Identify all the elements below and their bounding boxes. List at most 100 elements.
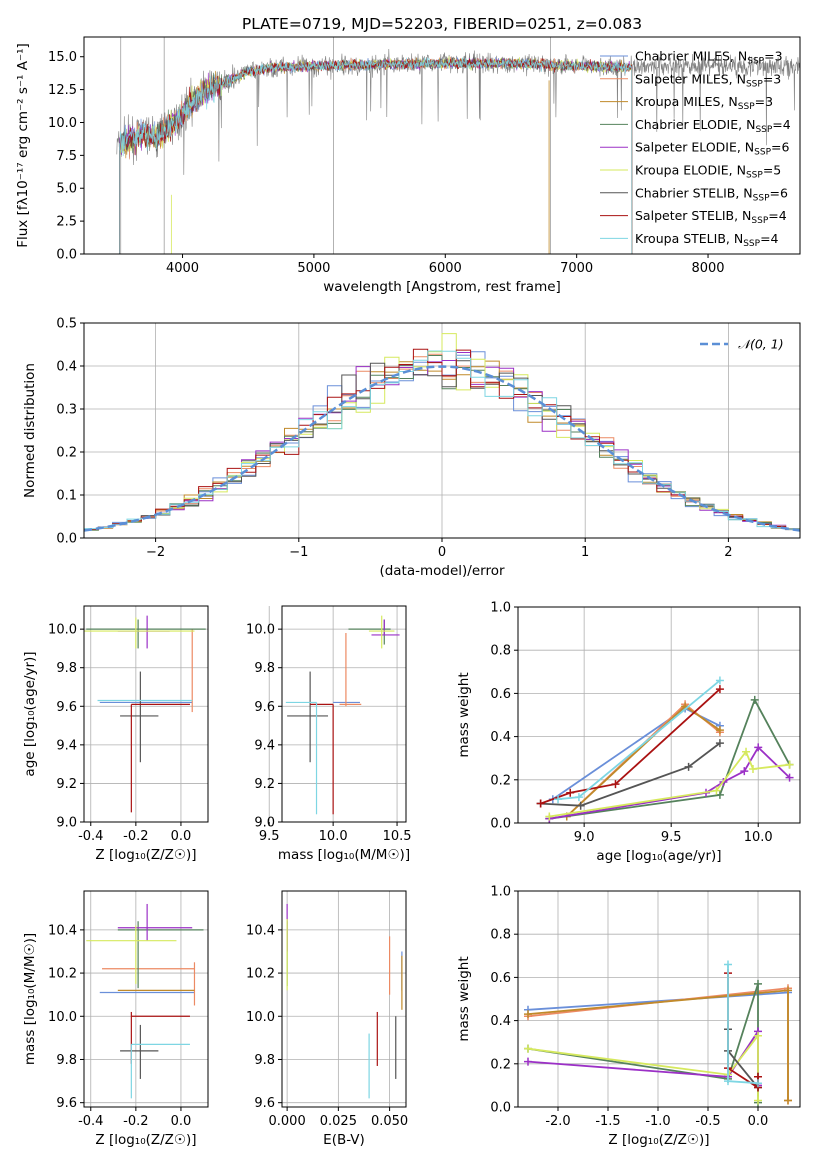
model-spectrum-chabrier-stelib [119, 57, 633, 254]
y-tick-label: 0.2 [490, 1057, 511, 1072]
x-tick-label: 4000 [166, 261, 199, 276]
data-point-marker [784, 986, 792, 995]
y-axis-label: age [log₁₀(age/yr)] [22, 651, 38, 776]
y-tick-label: 0.0 [56, 532, 77, 547]
y-tick-label: 15.0 [48, 50, 77, 65]
data-point-marker [715, 685, 724, 694]
legend-entry: Kroupa ELODIE, NSSP=5 [635, 163, 781, 181]
y-tick-label: 9.6 [254, 1096, 275, 1111]
x-tick-label: 5000 [297, 261, 330, 276]
series-line-salpeter-elodie [527, 1028, 759, 1086]
x-tick-label: 10.5 [383, 829, 412, 844]
x-tick-label: 8000 [691, 261, 724, 276]
y-tick-label: 0.6 [490, 971, 511, 986]
histogram-kroupa-stelib [84, 350, 800, 530]
y-tick-label: 9.8 [56, 1053, 77, 1068]
model-spectrum-kroupa-stelib [119, 57, 633, 254]
data-point-marker [785, 773, 794, 782]
data-point-marker [750, 695, 759, 704]
y-axis-label: Flux [fλ10⁻¹⁷ erg cm⁻² s⁻¹ A⁻¹] [15, 43, 31, 248]
residuals-legend: 𝒩(0, 1) [700, 337, 784, 352]
model-spectrum-kroupa-miles [119, 57, 633, 254]
y-tick-label: 0.8 [490, 928, 511, 943]
legend-entry: Salpeter STELIB, NSSP=4 [635, 208, 787, 226]
x-axis-label: (data-model)/error [379, 563, 505, 579]
data-point-marker [545, 812, 554, 821]
mass-EBV-plot-area [286, 903, 403, 1099]
mass-Z-plot-area [86, 903, 204, 1099]
y-tick-label: 9.2 [254, 777, 275, 792]
legend-entry: Salpeter MILES, NSSP=3 [635, 71, 781, 89]
model-spectrum-salpeter-elodie [119, 57, 633, 254]
spectrum-panel: 4000 5000 6000 7000 8000 0.0 2.5 5.0 7.5 10.0 12.5… [15, 15, 801, 295]
x-tick-label: 10.0 [319, 829, 348, 844]
x-tick-label: 9.5 [259, 829, 280, 844]
y-tick-label: 0.3 [56, 403, 77, 418]
data-point-marker [754, 1096, 762, 1105]
x-axis-label: E(B-V) [323, 1132, 365, 1148]
x-tick-label: -0.4 [78, 1114, 103, 1129]
legend-entry: Salpeter ELODIE, NSSP=6 [635, 140, 790, 158]
plot-frame [281, 605, 407, 823]
data-point-marker [742, 747, 751, 756]
data-point-marker [524, 1044, 532, 1053]
model-spectrum-salpeter-miles [119, 56, 633, 254]
y-tick-label: 9.8 [56, 661, 77, 676]
y-tick-label: 9.6 [56, 1096, 77, 1111]
y-tick-label: 0.4 [490, 730, 511, 745]
y-tick-label: 2.5 [56, 215, 77, 230]
weight-age-plot-area [536, 676, 794, 823]
legend-entry: Chabrier ELODIE, NSSP=4 [635, 117, 791, 135]
series-line-chabrier-stelib [540, 742, 721, 807]
data-point-marker [536, 799, 545, 808]
y-axis-label: mass [log₁₀(M/M☉)] [22, 933, 38, 1065]
y-tick-label: 10.2 [246, 967, 275, 982]
x-tick-label: 0.0 [171, 829, 192, 844]
y-tick-label: 5.0 [56, 182, 77, 197]
data-point-marker [724, 960, 732, 969]
data-point-marker [715, 790, 724, 799]
y-tick-label: 0.0 [490, 817, 511, 832]
chart-title: PLATE=0719, MJD=52203, FIBERID=0251, z=0… [242, 15, 642, 33]
data-point-marker [611, 780, 620, 789]
y-tick-label: 9.0 [56, 816, 77, 831]
y-tick-label: 10.4 [48, 923, 77, 938]
data-point-marker [749, 765, 757, 773]
x-axis-label: Z [log₁₀(Z/Z☉)] [95, 1132, 196, 1148]
plot-frame [281, 890, 407, 1108]
x-tick-label: -1.0 [645, 1114, 670, 1129]
y-tick-label: 0.2 [56, 446, 77, 461]
model-spectrum-salpeter-stelib [119, 57, 633, 254]
x-tick-label: 0.0 [171, 1114, 192, 1129]
data-point-marker [740, 767, 749, 776]
legend-entry: 𝒩(0, 1) [738, 337, 784, 352]
y-tick-label: 10.0 [48, 623, 77, 638]
x-tick-label: 6000 [429, 261, 462, 276]
legend-entry: Chabrier MILES, NSSP=3 [635, 49, 783, 67]
plot-frame [83, 605, 209, 823]
y-axis-label: Normed distribution [22, 363, 38, 498]
y-tick-label: 10.0 [48, 1010, 77, 1025]
x-tick-label: 0.000 [269, 1114, 306, 1129]
x-tick-label: -1.5 [595, 1114, 620, 1129]
normal-curve [84, 365, 800, 532]
y-axis-label: mass weight [456, 672, 472, 757]
data-point-marker [684, 762, 693, 771]
data-point-marker [712, 786, 721, 795]
y-tick-label: 9.6 [56, 700, 77, 715]
series-line-kroupa-elodie [527, 1033, 759, 1101]
data-point-marker [566, 788, 575, 797]
x-tick-label: 7000 [560, 261, 593, 276]
y-tick-label: 10.2 [48, 967, 77, 982]
age-mass-panel: 9.5 10.0 10.5 9.0 9.2 9.4 9.6 9.8 10.0 mass [log₁… [246, 605, 412, 863]
series-line-salpeter-stelib [540, 688, 721, 805]
legend-entry: Chabrier STELIB, NSSP=6 [635, 185, 788, 203]
x-tick-label: 10.0 [744, 830, 773, 845]
y-tick-label: 0.2 [490, 773, 511, 788]
series-line-chabrier-elodie [549, 697, 791, 820]
data-point-marker [754, 743, 763, 752]
y-tick-label: 9.8 [254, 661, 275, 676]
y-tick-label: 0.5 [56, 317, 77, 332]
legend-entry: Kroupa STELIB, NSSP=4 [635, 231, 779, 249]
